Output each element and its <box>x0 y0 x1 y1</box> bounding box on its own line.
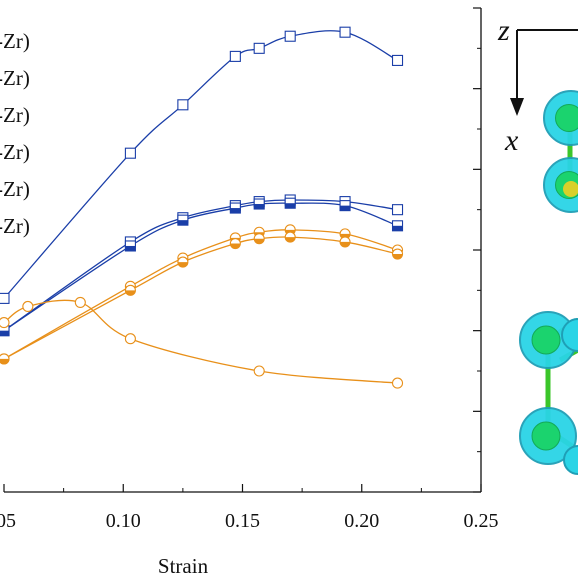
data-point-fill <box>285 203 296 209</box>
x-tick-label: 0.15 <box>225 510 260 532</box>
data-point-fill <box>125 290 136 296</box>
data-point-fill <box>254 238 265 244</box>
atom <box>555 104 578 132</box>
data-point-fill <box>177 262 188 268</box>
atom <box>531 325 561 355</box>
data-point <box>22 300 34 313</box>
data-point <box>124 333 136 345</box>
charge-isosurface <box>561 318 578 352</box>
legend-entry: -Zr) <box>0 177 30 201</box>
data-point-fill <box>340 205 351 211</box>
data-point <box>0 292 10 304</box>
series-line <box>3 30 398 299</box>
series-line <box>3 199 398 332</box>
series-5 <box>0 231 404 365</box>
data-point <box>124 147 136 159</box>
data-point-fill <box>230 243 241 249</box>
atom <box>531 421 561 451</box>
series-2 <box>0 197 404 337</box>
series-line <box>3 202 398 332</box>
legend-entry: -Zr) <box>0 140 30 164</box>
data-point <box>253 365 265 377</box>
x-axis-indicator-label: x <box>504 124 519 157</box>
x-tick-label: 0.25 <box>464 510 499 532</box>
data-point-fill <box>254 204 265 210</box>
data-point <box>253 42 265 54</box>
data-point-fill <box>392 254 403 260</box>
data-point <box>391 377 404 389</box>
z-axis-label: z <box>497 14 510 47</box>
legend-entry: -Zr) <box>0 29 30 53</box>
x-tick-label: 0.10 <box>106 510 141 532</box>
legend-entry: -Zr) <box>0 103 30 127</box>
data-point-fill <box>0 330 9 336</box>
atom-highlight <box>563 181 578 197</box>
series-3 <box>0 296 404 389</box>
data-point-fill <box>230 208 241 214</box>
data-point <box>284 30 296 42</box>
x-axis-label: Strain <box>158 554 209 578</box>
x-tick-label: 05 <box>0 510 16 532</box>
legend-entry: -Zr) <box>0 214 30 238</box>
x-arrow-head <box>510 98 524 116</box>
data-point-fill <box>392 225 403 231</box>
legend-entry: -Zr) <box>0 66 30 90</box>
data-point <box>0 317 10 329</box>
data-point-fill <box>340 241 351 247</box>
data-point <box>177 99 189 111</box>
data-point <box>229 50 241 62</box>
data-point-fill <box>0 358 9 364</box>
x-tick-label: 0.20 <box>344 510 379 532</box>
series-line <box>3 299 398 384</box>
series-line <box>3 229 398 360</box>
data-point <box>391 204 404 216</box>
series-line <box>3 236 398 360</box>
structure-panel: zx <box>497 14 578 475</box>
data-point <box>74 296 86 308</box>
series-0 <box>0 26 404 304</box>
series-1 <box>0 194 404 337</box>
data-point <box>339 26 351 38</box>
data-point <box>391 54 404 66</box>
data-point-fill <box>125 245 136 251</box>
data-point-fill <box>285 237 296 243</box>
charge-isosurface <box>563 445 578 475</box>
strain-chart: 05 0.10 0.15 0.20 0.25 Strain -Zr) -Zr) -Zr) -Zr)… <box>0 7 499 578</box>
data-point-fill <box>177 220 188 226</box>
